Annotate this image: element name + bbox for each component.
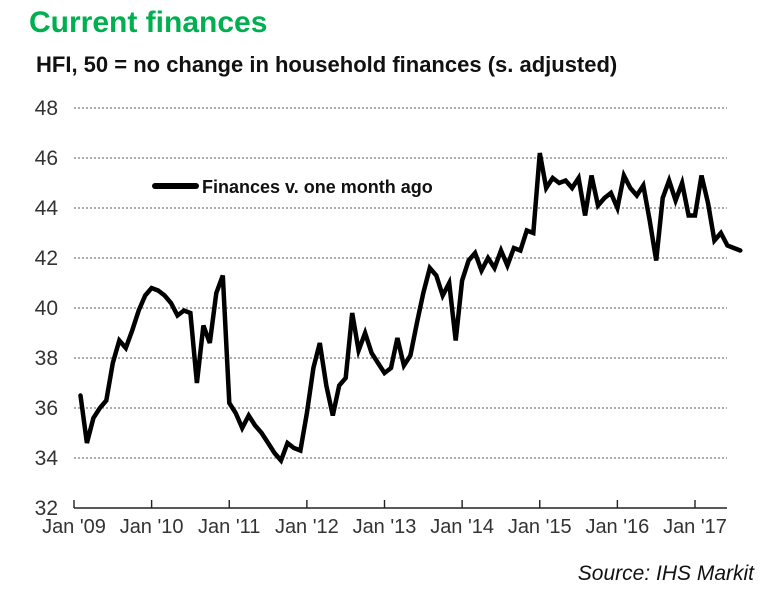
- x-axis-tick-label: Jan '10: [120, 516, 184, 538]
- x-axis-tick-label: Jan '17: [663, 516, 727, 538]
- finances-series-line: [78, 152, 743, 465]
- chart-subtitle: HFI, 50 = no change in household finance…: [36, 52, 618, 77]
- x-axis-tick-label: Jan '12: [275, 516, 339, 538]
- source-note: Source: IHS Markit: [577, 562, 754, 585]
- legend-label: Finances v. one month ago: [202, 177, 433, 197]
- y-axis-tick-label: 46: [35, 147, 58, 170]
- page-title: Current finances: [29, 6, 268, 39]
- y-axis-tick-label: 32: [35, 497, 58, 520]
- x-axis-tick-label: Jan '16: [585, 516, 649, 538]
- y-axis-tick-label: 38: [35, 347, 58, 370]
- x-axis-tick-label: Jan '15: [508, 516, 572, 538]
- x-axis-tick-label: Jan '14: [430, 516, 494, 538]
- x-axis-tick-label: Jan '11: [198, 516, 260, 538]
- x-axis-tick-label: Jan '09: [42, 516, 106, 538]
- y-axis-tick-label: 42: [35, 247, 58, 270]
- y-axis-tick-label: 48: [35, 97, 58, 120]
- y-axis-tick-label: 40: [35, 297, 58, 320]
- y-axis-tick-label: 34: [35, 447, 59, 470]
- y-axis-tick-label: 36: [35, 397, 58, 420]
- y-axis-tick-label: 44: [35, 197, 59, 220]
- x-axis-tick-label: Jan '13: [353, 516, 417, 538]
